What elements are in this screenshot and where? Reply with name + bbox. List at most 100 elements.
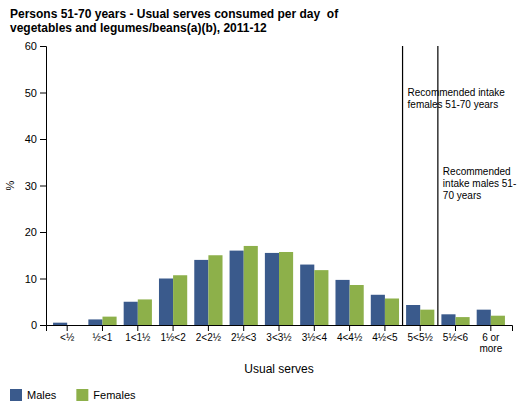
reference-line: [402, 46, 403, 325]
y-axis-title: %: [4, 180, 16, 190]
x-tick: 6 ormore: [479, 325, 502, 354]
x-tick: <½: [60, 325, 75, 343]
y-tick: 0: [31, 319, 46, 331]
y-tick: 40: [25, 133, 46, 145]
legend-label: Females: [93, 389, 136, 401]
text-line: 3<3½: [266, 332, 292, 343]
plot-area: 0 10 20 30 40 50 60 <½ ½<1 1<1½ 1½<2 2<2½ 2½<3 3<3½ 3½…: [25, 40, 513, 354]
bar: [88, 319, 102, 325]
legend-swatch: [76, 389, 88, 401]
legend-label: Males: [27, 389, 57, 401]
text-line: 3½<4: [302, 332, 328, 343]
y-tick-label: 10: [25, 273, 37, 285]
tick-mark: [279, 325, 280, 331]
tick-mark: [420, 325, 421, 331]
x-tick: 5½<6: [443, 325, 469, 343]
bar: [230, 251, 244, 325]
bar: [138, 299, 152, 325]
x-tick: 3<3½: [266, 325, 292, 343]
x-tick-label: 2½<3: [231, 332, 257, 343]
annotation: Recommended intakefemales 51-70 years: [408, 87, 506, 110]
x-tick-label: <½: [60, 332, 75, 343]
legend-item: Females: [76, 389, 136, 401]
bar: [194, 260, 208, 325]
y-tick-label: 50: [25, 87, 37, 99]
reference-line: [437, 46, 438, 325]
text-line: intake males 51-: [443, 178, 516, 189]
bar: [102, 317, 116, 325]
annotations: Recommended intakefemales 51-70 yearsRec…: [403, 46, 517, 325]
text-line: 2½<3: [231, 332, 257, 343]
tick-mark: [243, 325, 244, 331]
text-line: 5½<6: [443, 332, 469, 343]
tick-mark: [40, 139, 46, 140]
x-tick-label: 1½<2: [160, 332, 186, 343]
x-tick-label: 1<1½: [125, 332, 151, 343]
bar: [300, 265, 314, 325]
x-tick-label: 3<3½: [266, 332, 292, 343]
text-line: 4½<5: [372, 332, 398, 343]
tick-mark: [314, 325, 315, 331]
text-line: 70 years: [443, 190, 481, 201]
x-axis: <½ ½<1 1<1½ 1½<2 2<2½ 2½<3 3<3½ 3½<4 4<4½ 4½<5 5<5…: [47, 325, 513, 354]
legend-swatch: [10, 389, 22, 401]
bar: [124, 302, 138, 325]
bar: [406, 305, 420, 325]
text-line: Recommended: [443, 166, 511, 177]
x-tick: ½<1: [93, 325, 113, 343]
x-tick-label: 6 ormore: [479, 332, 502, 354]
tick-mark: [40, 46, 46, 47]
bar: [265, 253, 279, 325]
text-line: Recommended intake: [408, 87, 506, 98]
text-line: vegetables and legumes/beans(a)(b), 2011…: [10, 21, 267, 35]
bar: [314, 270, 328, 325]
chart-svg: Persons 51-70 years - Usual serves consu…: [0, 0, 526, 413]
x-tick: 5<5½: [408, 325, 434, 343]
text-line: 1<1½: [125, 332, 151, 343]
bar: [335, 280, 349, 325]
text-line: more: [479, 343, 502, 354]
tick-mark: [102, 325, 103, 331]
tick-mark: [40, 186, 46, 187]
y-tick: 30: [25, 180, 46, 192]
bars: [53, 246, 505, 325]
chart-container: Persons 51-70 years - Usual serves consu…: [0, 0, 526, 413]
x-tick: 2<2½: [196, 325, 222, 343]
legend-item: Males: [10, 389, 57, 401]
tick-mark: [455, 325, 456, 331]
bar: [491, 316, 505, 325]
bar: [456, 317, 470, 325]
x-tick: 4<4½: [337, 325, 363, 343]
x-tick-label: 2<2½: [196, 332, 222, 343]
y-tick: 20: [25, 226, 46, 238]
tick-mark: [40, 279, 46, 280]
x-tick-label: ½<1: [93, 332, 113, 343]
bar: [371, 295, 385, 325]
x-tick-label: 3½<4: [302, 332, 328, 343]
bar: [173, 275, 187, 325]
x-tick: 1½<2: [160, 325, 186, 343]
y-tick-label: 40: [25, 133, 37, 145]
x-tick-label: 5½<6: [443, 332, 469, 343]
tick-mark: [208, 325, 209, 331]
x-tick: 1<1½: [125, 325, 151, 343]
y-axis: 0 10 20 30 40 50 60: [25, 40, 47, 331]
y-tick: 60: [25, 40, 46, 52]
tick-mark: [137, 325, 138, 331]
axis-line: [40, 47, 47, 326]
x-tick-label: 5<5½: [408, 332, 434, 343]
bar: [385, 298, 399, 325]
text-line: 6 or: [482, 332, 500, 343]
tick-mark: [40, 325, 46, 326]
y-tick: 10: [25, 273, 46, 285]
tick-mark: [40, 232, 46, 233]
y-tick-label: 30: [25, 180, 37, 192]
y-tick-label: 60: [25, 40, 37, 52]
y-tick-label: 0: [31, 319, 37, 331]
bar: [441, 314, 455, 325]
tick-mark: [40, 93, 46, 94]
text-line: <½: [60, 332, 75, 343]
annotation: Recommendedintake males 51-70 years: [443, 166, 516, 201]
bar: [279, 252, 293, 325]
bar: [420, 310, 434, 325]
